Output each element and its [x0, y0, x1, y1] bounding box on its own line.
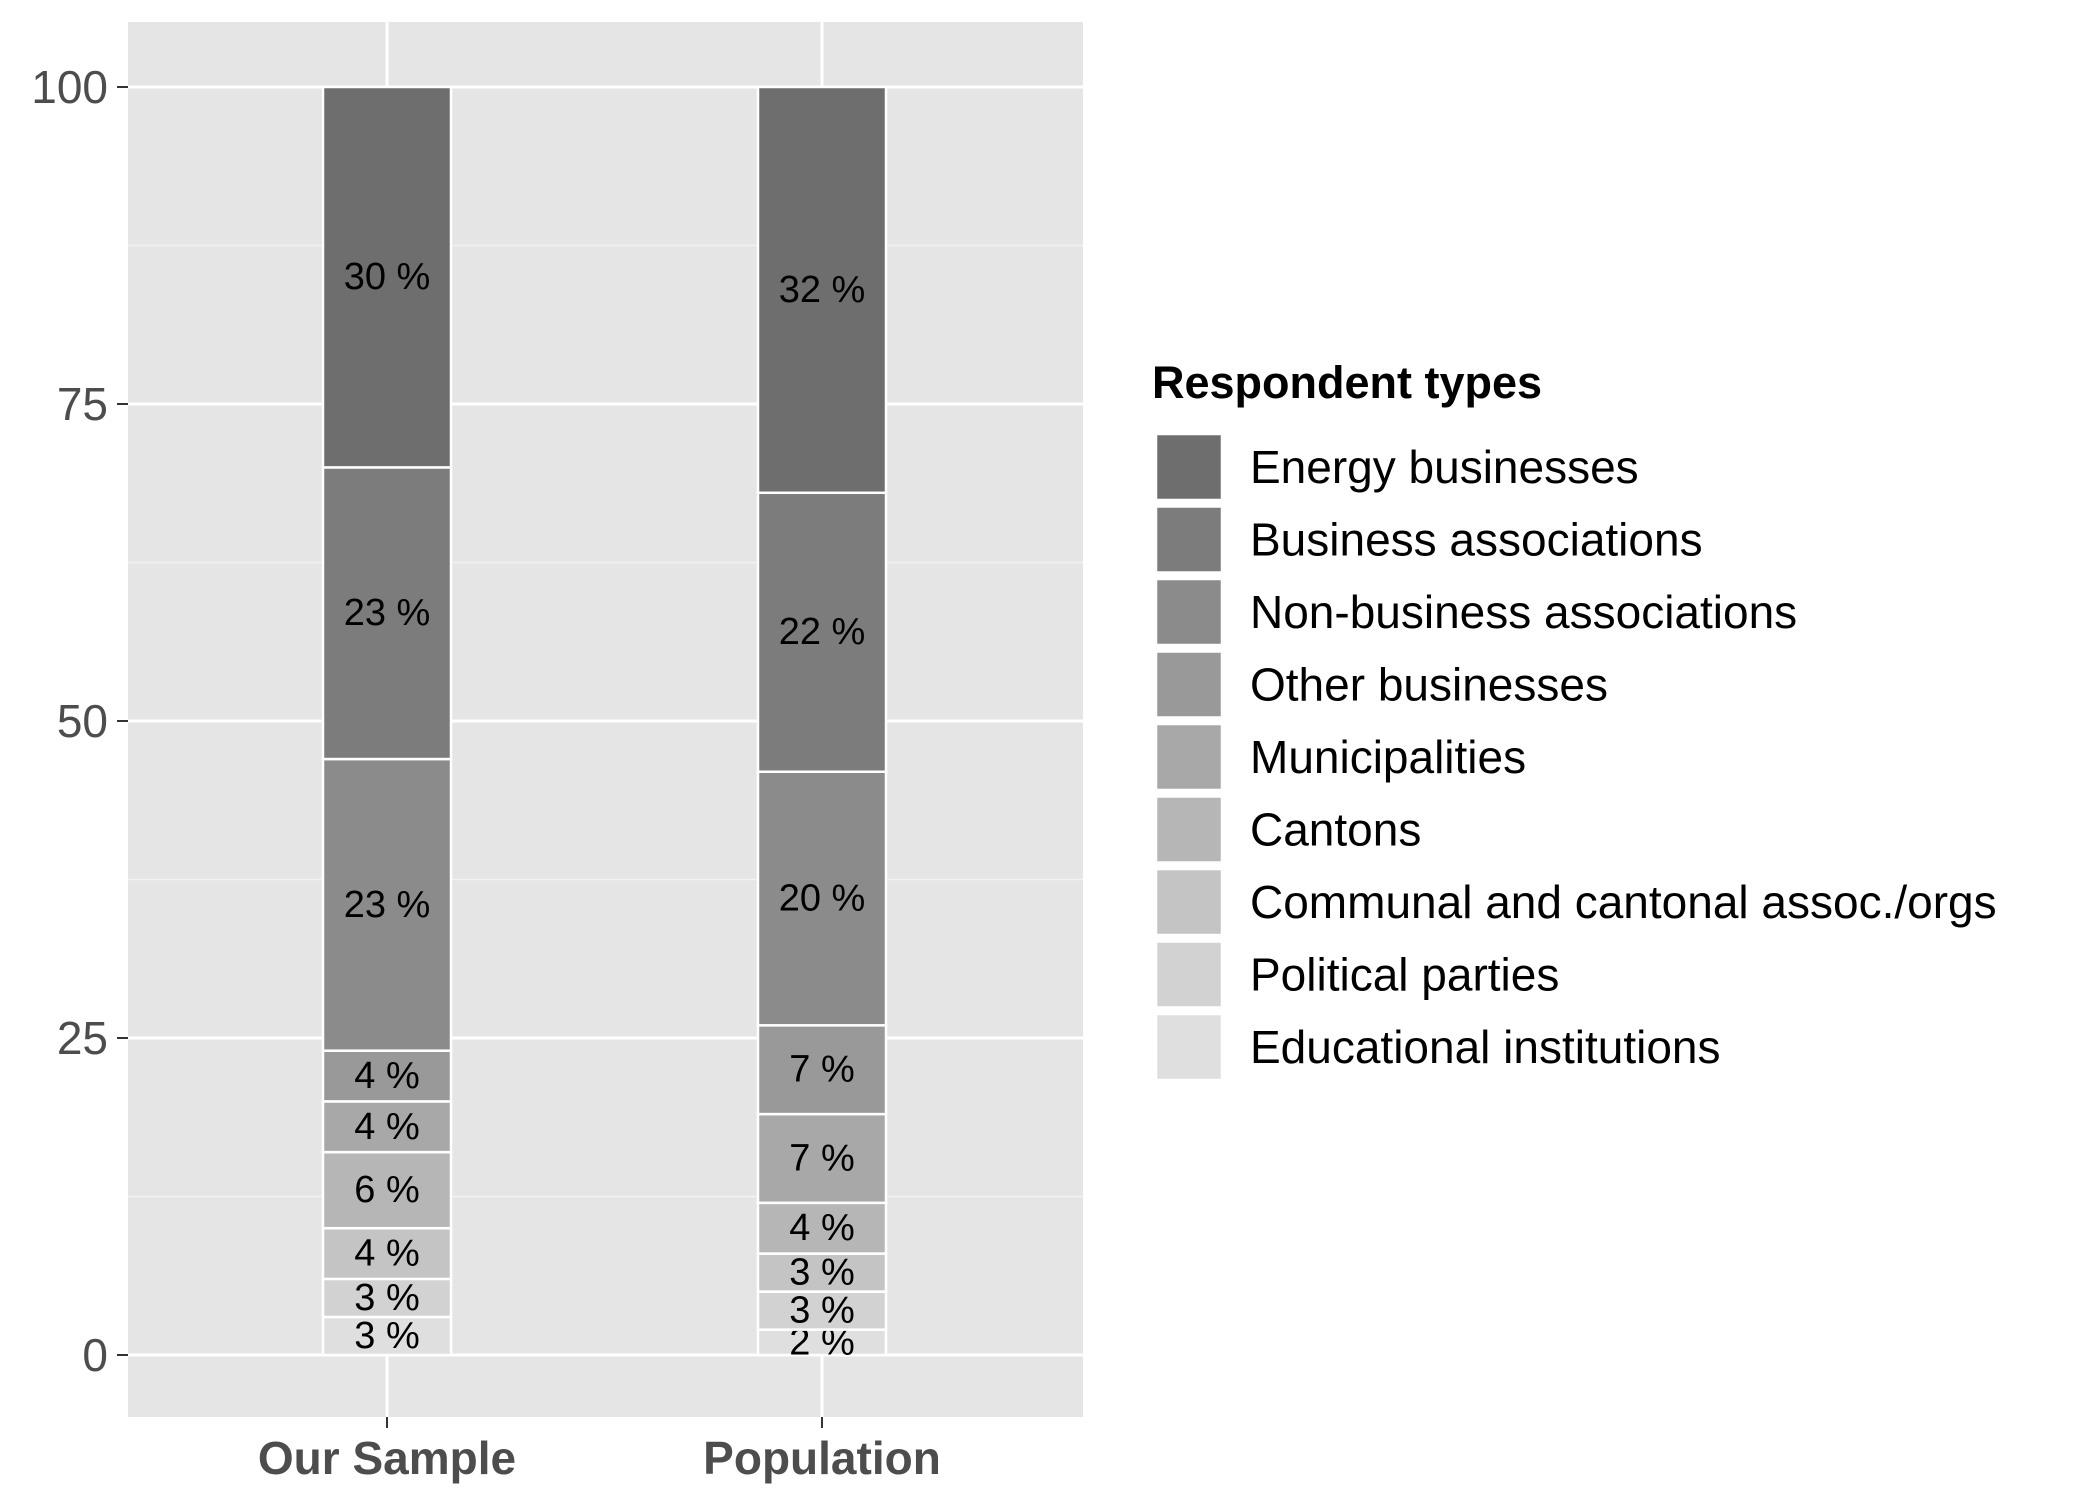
bar-segment [756, 1252, 888, 1293]
bar-segment [321, 1315, 453, 1357]
bar-segment [756, 85, 888, 495]
bar-segment [756, 1024, 888, 1116]
bar-segment [756, 770, 888, 1027]
legend-label: Communal and cantonal assoc./orgs [1250, 876, 1997, 928]
legend-label: Cantons [1250, 804, 1421, 856]
bar-segment [321, 1049, 453, 1103]
legend-label: Political parties [1250, 949, 1559, 1001]
bar-segment [321, 1150, 453, 1230]
legend-key [1154, 505, 1224, 574]
data-label: 4 % [354, 1055, 419, 1097]
bar-segment [756, 1290, 888, 1331]
data-label: 4 % [354, 1233, 419, 1275]
legend: Respondent types Energy businesses Busine… [1152, 357, 1997, 1082]
bar-segment [321, 85, 453, 469]
legend-label: Business associations [1250, 514, 1703, 566]
bar-segment [321, 1277, 453, 1319]
legend-label: Other businesses [1250, 659, 1608, 711]
bar-segment [321, 466, 453, 761]
y-tick-label: 25 [57, 1012, 108, 1064]
data-label: 22 % [779, 611, 866, 653]
data-label: 7 % [789, 1049, 854, 1091]
bar-segment [756, 1201, 888, 1255]
data-label: 20 % [779, 878, 866, 920]
data-label: 4 % [789, 1207, 854, 1249]
data-label: 30 % [344, 256, 431, 298]
legend-key [1154, 1012, 1224, 1082]
y-tick-label: 75 [57, 378, 108, 430]
legend-key [1154, 795, 1224, 864]
bar-segment [321, 1226, 453, 1281]
y-axis: 0 25 50 75 100 [31, 61, 128, 1381]
bar-segment [756, 491, 888, 773]
legend-key [1154, 722, 1224, 792]
data-label: 32 % [779, 269, 866, 311]
legend-label: Municipalities [1250, 731, 1526, 783]
x-axis: Our Sample Population [258, 1417, 941, 1484]
x-tick-label: Population [703, 1432, 941, 1484]
data-label: 3 % [354, 1315, 419, 1357]
legend-title: Respondent types [1152, 357, 1542, 408]
legend-key [1154, 650, 1224, 719]
bar-segment [321, 757, 453, 1052]
data-label: 4 % [354, 1106, 419, 1148]
legend-key [1154, 577, 1224, 647]
data-label: 23 % [344, 592, 431, 634]
bar-segment [756, 1112, 888, 1205]
legend-key [1154, 432, 1224, 502]
legend-label: Educational institutions [1250, 1021, 1721, 1073]
data-label: 3 % [789, 1290, 854, 1332]
legend-label: Energy businesses [1250, 441, 1639, 493]
y-tick-label: 50 [57, 695, 108, 747]
x-tick-label: Our Sample [258, 1432, 516, 1484]
bar-segment [321, 1100, 453, 1154]
y-tick-label: 100 [31, 61, 108, 113]
legend-label: Non-business associations [1250, 586, 1797, 638]
data-label: 3 % [354, 1277, 419, 1319]
data-label: 3 % [789, 1252, 854, 1294]
legend-key [1154, 867, 1224, 937]
y-tick-label: 0 [82, 1329, 108, 1381]
data-label: 7 % [789, 1137, 854, 1179]
data-label: 6 % [354, 1169, 419, 1211]
data-label: 23 % [344, 884, 431, 926]
legend-key [1154, 940, 1224, 1009]
bars: 3 %3 %4 %6 %4 %4 %23 %23 %30 %2 %3 %3 %4… [321, 85, 888, 1363]
